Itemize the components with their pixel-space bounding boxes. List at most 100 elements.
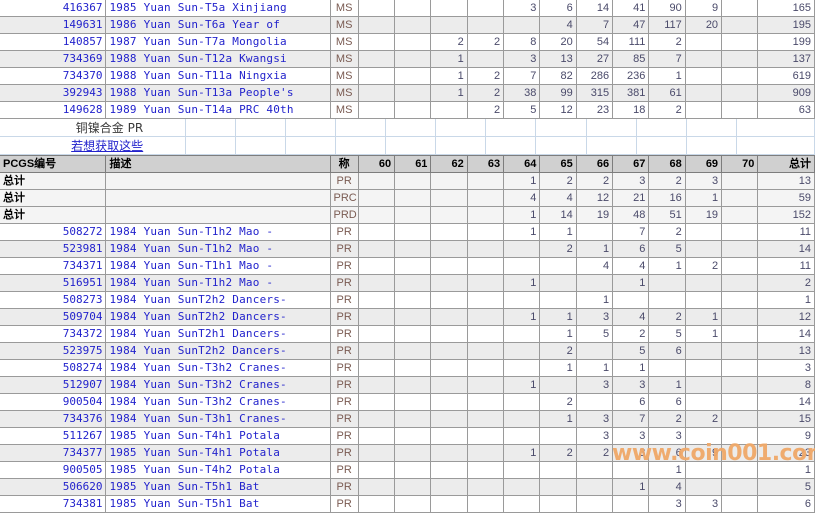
table-row[interactable]: 149631 1986 Yuan Sun-T6a Year of MS 4 7 47 117… [0, 16, 815, 34]
description-text[interactable]: 1984 Yuan SunT2h2 Dancers- [109, 310, 287, 323]
table-row[interactable]: 523975 1984 Yuan SunT2h2 Dancers- PR 2 5 6 13 [0, 342, 815, 360]
table-row[interactable]: 511267 1985 Yuan Sun-T4h1 Potala PR 3 3 3 9 [0, 427, 815, 445]
cell-pcgs-no[interactable]: 140857 [0, 33, 107, 51]
header-grade-60[interactable]: 60 [358, 155, 396, 173]
cell-pcgs-no[interactable]: 523981 [0, 240, 107, 258]
header-grade-65[interactable]: 65 [539, 155, 577, 173]
cell-pcgs-no[interactable]: 392943 [0, 84, 107, 102]
cell-pcgs-no[interactable]: 512907 [0, 376, 107, 394]
cell-pcgs-no[interactable]: 523975 [0, 342, 107, 360]
description-text[interactable]: 1984 Yuan Sun-T3h1 Cranes- [109, 412, 287, 425]
cell-description[interactable]: 1984 Yuan Sun-T1h2 Mao - [105, 223, 331, 241]
description-text[interactable]: 1984 Yuan Sun-T3h2 Cranes- [109, 395, 287, 408]
pcgs-number-text[interactable]: 523981 [62, 242, 103, 255]
description-text[interactable]: 1989 Yuan Sun-T14a PRC 40th [109, 103, 294, 116]
header-pcgs-no[interactable]: PCGS编号 [0, 155, 107, 173]
cell-pcgs-no[interactable]: 416367 [0, 0, 107, 17]
cell-pcgs-no[interactable]: 734376 [0, 410, 107, 428]
table-row[interactable]: 734371 1984 Yuan Sun-T1h1 Mao - PR 4 4 1 2 11 [0, 257, 815, 275]
description-text[interactable]: 1984 Yuan Sun-T1h2 Mao - [109, 225, 274, 238]
cell-description[interactable]: 1985 Yuan Sun-T4h2 Potala [105, 461, 331, 479]
cell-description[interactable]: 1985 Yuan Sun-T5h1 Bat [105, 478, 331, 496]
table-row[interactable]: 734381 1985 Yuan Sun-T5h1 Bat PR 3 3 6 [0, 495, 815, 513]
cell-description[interactable]: 1984 Yuan SunT2h1 Dancers- [105, 325, 331, 343]
pcgs-number-text[interactable]: 508274 [62, 361, 103, 374]
cell-pcgs-no[interactable]: 149631 [0, 16, 107, 34]
description-text[interactable]: 1984 Yuan Sun-T1h2 Mao - [109, 276, 274, 289]
pcgs-number-text[interactable]: 511267 [62, 429, 103, 442]
header-grade-61[interactable]: 61 [394, 155, 432, 173]
table-row[interactable]: 140857 1987 Yuan Sun-T7a Mongolia MS 2 2 8 20 5… [0, 33, 815, 51]
cell-pcgs-no[interactable]: 511267 [0, 427, 107, 445]
pcgs-number-text[interactable]: 416367 [62, 1, 103, 14]
header-grade-62[interactable]: 62 [430, 155, 468, 173]
table-row[interactable]: 416367 1985 Yuan Sun-T5a Xinjiang MS 3 6 14 41… [0, 0, 815, 17]
table-row[interactable]: 734372 1984 Yuan SunT2h1 Dancers- PR 1 5 2 5 1 1… [0, 325, 815, 343]
pcgs-number-text[interactable]: 总计 [3, 191, 25, 204]
header-grade-68[interactable]: 68 [648, 155, 686, 173]
header-grade-69[interactable]: 69 [685, 155, 723, 173]
description-text[interactable]: 1985 Yuan Sun-T5a Xinjiang [109, 1, 287, 14]
table-row[interactable]: 523981 1984 Yuan Sun-T1h2 Mao - PR 2 1 6 5 14 [0, 240, 815, 258]
table-row[interactable]: 516951 1984 Yuan Sun-T1h2 Mao - PR 1 1 2 [0, 274, 815, 292]
pcgs-number-text[interactable]: 734371 [62, 259, 103, 272]
table-row[interactable]: 509704 1984 Yuan SunT2h2 Dancers- PR 1 1 3 4 2 1… [0, 308, 815, 326]
table-row[interactable]: 734370 1988 Yuan Sun-T11a Ningxia MS 1 2 7 82 2… [0, 67, 815, 85]
header-description[interactable]: 描述 [105, 155, 331, 173]
table-row[interactable]: 506620 1985 Yuan Sun-T5h1 Bat PR 1 4 5 [0, 478, 815, 496]
note-link-cell[interactable]: 若想获取这些 [0, 136, 147, 155]
cell-description[interactable]: 1985 Yuan Sun-T5h1 Bat [105, 495, 331, 513]
cell-pcgs-no[interactable]: 516951 [0, 274, 107, 292]
description-text[interactable]: 1988 Yuan Sun-T12a Kwangsi [109, 52, 287, 65]
description-text[interactable]: 1985 Yuan Sun-T5h1 Bat [109, 480, 260, 493]
pcgs-number-text[interactable]: 509704 [62, 310, 103, 323]
pcgs-number-text[interactable]: 734376 [62, 412, 103, 425]
cell-description[interactable]: 1984 Yuan Sun-T1h1 Mao - [105, 257, 331, 275]
pcgs-number-text[interactable]: 总计 [3, 174, 25, 187]
request-data-link[interactable]: 若想获取这些 [71, 139, 144, 153]
cell-description[interactable]: 1984 Yuan Sun-T3h1 Cranes- [105, 410, 331, 428]
pcgs-number-text[interactable]: 516951 [62, 276, 103, 289]
cell-pcgs-no[interactable]: 509704 [0, 308, 107, 326]
cell-pcgs-no[interactable]: 508272 [0, 223, 107, 241]
description-text[interactable]: 1985 Yuan Sun-T4h2 Potala [109, 463, 281, 476]
description-text[interactable]: 1984 Yuan Sun-T3h2 Cranes- [109, 378, 287, 391]
pcgs-number-text[interactable]: 149631 [62, 18, 103, 31]
header-grade-67[interactable]: 67 [612, 155, 650, 173]
description-text[interactable]: 1985 Yuan Sun-T5h1 Bat [109, 497, 260, 510]
table-row[interactable]: 392943 1988 Yuan Sun-T13a People's MS 1 2 38 9… [0, 84, 815, 102]
table-row[interactable]: 900504 1984 Yuan Sun-T3h2 Cranes- PR 2 6 6 14 [0, 393, 815, 411]
description-text[interactable]: 1985 Yuan Sun-T4h1 Potala [109, 446, 281, 459]
table-row[interactable]: 总计 PRC 4 4 12 21 16 1 59 [0, 189, 815, 207]
table-row[interactable]: 734376 1984 Yuan Sun-T3h1 Cranes- PR 1 3 7 2 2 1… [0, 410, 815, 428]
cell-description[interactable]: 1985 Yuan Sun-T4h1 Potala [105, 444, 331, 462]
header-grade-name[interactable]: 称 [330, 155, 359, 173]
pcgs-number-text[interactable]: 508272 [62, 225, 103, 238]
pcgs-number-text[interactable]: 900504 [62, 395, 103, 408]
pcgs-number-text[interactable]: 523975 [62, 344, 103, 357]
description-text[interactable]: 1987 Yuan Sun-T7a Mongolia [109, 35, 287, 48]
pcgs-number-text[interactable]: 734369 [62, 52, 103, 65]
pcgs-number-text[interactable]: 734381 [62, 497, 103, 510]
pcgs-number-text[interactable]: 140857 [62, 35, 103, 48]
pcgs-number-text[interactable]: 734377 [62, 446, 103, 459]
cell-description[interactable]: 1984 Yuan SunT2h2 Dancers- [105, 291, 331, 309]
pcgs-number-text[interactable]: 900505 [62, 463, 103, 476]
cell-description[interactable]: 1984 Yuan Sun-T1h2 Mao - [105, 240, 331, 258]
cell-pcgs-no[interactable]: 734377 [0, 444, 107, 462]
cell-description[interactable]: 1988 Yuan Sun-T13a People's [105, 84, 331, 102]
cell-description[interactable]: 1985 Yuan Sun-T5a Xinjiang [105, 0, 331, 17]
description-text[interactable]: 1986 Yuan Sun-T6a Year of [109, 18, 281, 31]
pcgs-number-text[interactable]: 149628 [62, 103, 103, 116]
pcgs-number-text[interactable]: 734372 [62, 327, 103, 340]
table-row[interactable]: 149628 1989 Yuan Sun-T14a PRC 40th MS 2 5 12 2… [0, 101, 815, 119]
cell-description[interactable]: 1988 Yuan Sun-T11a Ningxia [105, 67, 331, 85]
table-row[interactable]: 512907 1984 Yuan Sun-T3h2 Cranes- PR 1 3 3 1 8 [0, 376, 815, 394]
cell-pcgs-no[interactable]: 508274 [0, 359, 107, 377]
cell-description[interactable]: 1985 Yuan Sun-T4h1 Potala [105, 427, 331, 445]
pcgs-number-text[interactable]: 392943 [62, 86, 103, 99]
cell-description[interactable]: 1984 Yuan Sun-T3h2 Cranes- [105, 393, 331, 411]
description-text[interactable]: 1984 Yuan Sun-T1h2 Mao - [109, 242, 274, 255]
cell-description[interactable]: 1984 Yuan SunT2h2 Dancers- [105, 342, 331, 360]
cell-description[interactable]: 1986 Yuan Sun-T6a Year of [105, 16, 331, 34]
